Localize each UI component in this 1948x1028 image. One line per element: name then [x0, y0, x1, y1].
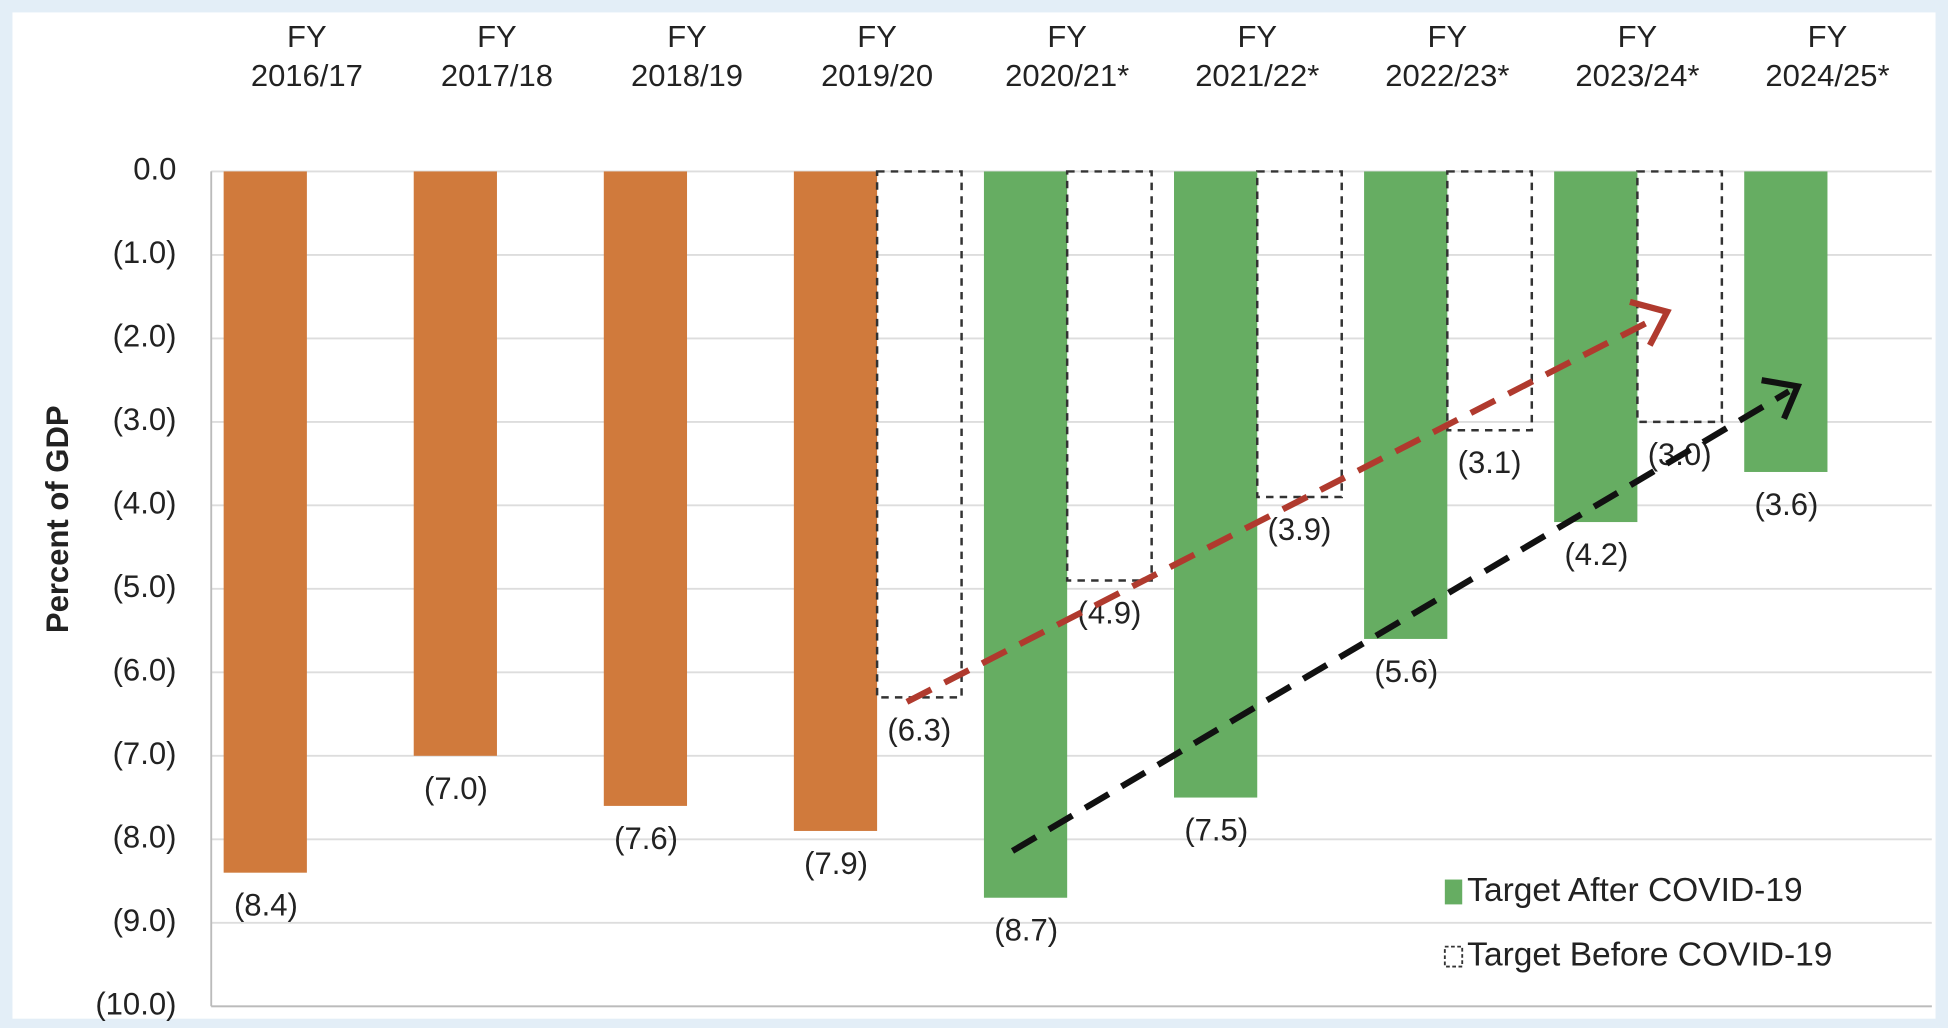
y-tick-label: (1.0): [113, 235, 177, 270]
value-label: (6.3): [887, 712, 951, 747]
legend-swatch: [1444, 879, 1463, 905]
arrowhead: [1629, 298, 1672, 347]
x-tick-label: FY 2020/21*: [1005, 19, 1130, 93]
x-tick-label: FY 2021/22*: [1195, 19, 1320, 93]
y-tick-label: (5.0): [113, 569, 177, 604]
value-label: (4.2): [1564, 537, 1628, 572]
bar: [603, 171, 688, 806]
legend-label: Target After COVID-19: [1467, 872, 1802, 909]
y-tick-label: (2.0): [113, 319, 177, 354]
target-box: [875, 170, 963, 699]
x-tick-label: FY 2016/17: [250, 19, 363, 93]
y-tick-label: (3.0): [113, 402, 177, 437]
legend-label: Target Before COVID-19: [1467, 936, 1832, 973]
value-label: (3.9): [1268, 512, 1332, 547]
bar: [983, 171, 1068, 898]
target-box: [1065, 170, 1153, 582]
bar: [223, 171, 307, 873]
y-axis-title: Percent of GDP: [40, 405, 75, 633]
arrowhead: [1761, 377, 1803, 420]
value-label: (3.1): [1458, 445, 1522, 480]
x-tick-label: FY 2019/20: [821, 19, 934, 93]
value-label: (5.6): [1374, 654, 1438, 689]
y-tick-label: 0.0: [133, 152, 176, 187]
target-box: [1256, 170, 1343, 499]
bar: [1364, 171, 1448, 639]
y-tick-label: (8.0): [113, 819, 177, 854]
bar: [413, 171, 497, 756]
value-label: (7.9): [804, 846, 868, 881]
bar: [1744, 171, 1828, 472]
y-tick-label: (9.0): [113, 903, 177, 938]
bar: [793, 171, 878, 831]
value-label: (8.7): [994, 913, 1058, 948]
x-tick-label: FY 2018/19: [630, 19, 744, 93]
y-tick-label: (10.0): [95, 986, 176, 1021]
value-label: (7.6): [614, 821, 678, 856]
arrow-after: [1010, 388, 1791, 854]
y-tick-label: (6.0): [113, 653, 177, 688]
value-label: (8.4): [234, 888, 298, 923]
legend-swatch: [1443, 945, 1464, 968]
x-tick-label: FY 2022/23*: [1385, 19, 1510, 93]
y-tick-label: (4.0): [113, 486, 177, 521]
value-label: (7.5): [1184, 813, 1248, 848]
x-tick-label: FY 2023/24*: [1575, 19, 1700, 93]
arrow-before: [905, 314, 1660, 705]
bar: [1174, 171, 1258, 798]
x-tick-label: FY 2024/25*: [1765, 19, 1890, 93]
target-box: [1636, 170, 1724, 424]
x-tick-label: FY 2017/18: [440, 19, 553, 93]
trend-arrows: [905, 298, 1803, 854]
value-label: (3.6): [1755, 487, 1819, 522]
value-label: (7.0): [424, 771, 488, 806]
y-tick-label: (7.0): [113, 736, 177, 771]
target-box: [1446, 170, 1534, 432]
